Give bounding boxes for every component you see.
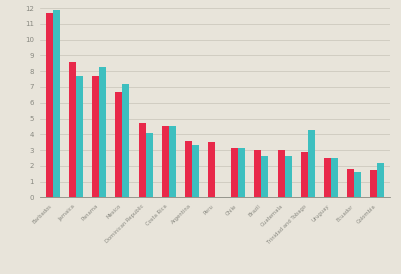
Bar [376, 163, 383, 197]
Bar [76, 76, 83, 197]
Bar [145, 133, 152, 197]
Bar [346, 169, 353, 197]
Bar [284, 156, 291, 197]
Bar [138, 123, 145, 197]
Bar [115, 92, 122, 197]
Bar [330, 158, 337, 197]
Bar [369, 170, 376, 197]
Bar [99, 67, 106, 197]
Bar [53, 10, 60, 197]
Bar [46, 13, 53, 197]
Bar [92, 76, 99, 197]
Bar [168, 125, 175, 197]
Bar [184, 141, 191, 197]
Bar [208, 142, 215, 197]
Bar [323, 158, 330, 197]
Bar [261, 156, 268, 197]
Bar [161, 126, 168, 197]
Bar [122, 84, 129, 197]
Bar [277, 150, 284, 197]
Bar [238, 149, 245, 197]
Bar [300, 152, 307, 197]
Bar [307, 130, 314, 197]
Bar [254, 150, 261, 197]
Bar [353, 172, 360, 197]
Bar [231, 149, 238, 197]
Bar [69, 62, 76, 197]
Bar [191, 145, 198, 197]
